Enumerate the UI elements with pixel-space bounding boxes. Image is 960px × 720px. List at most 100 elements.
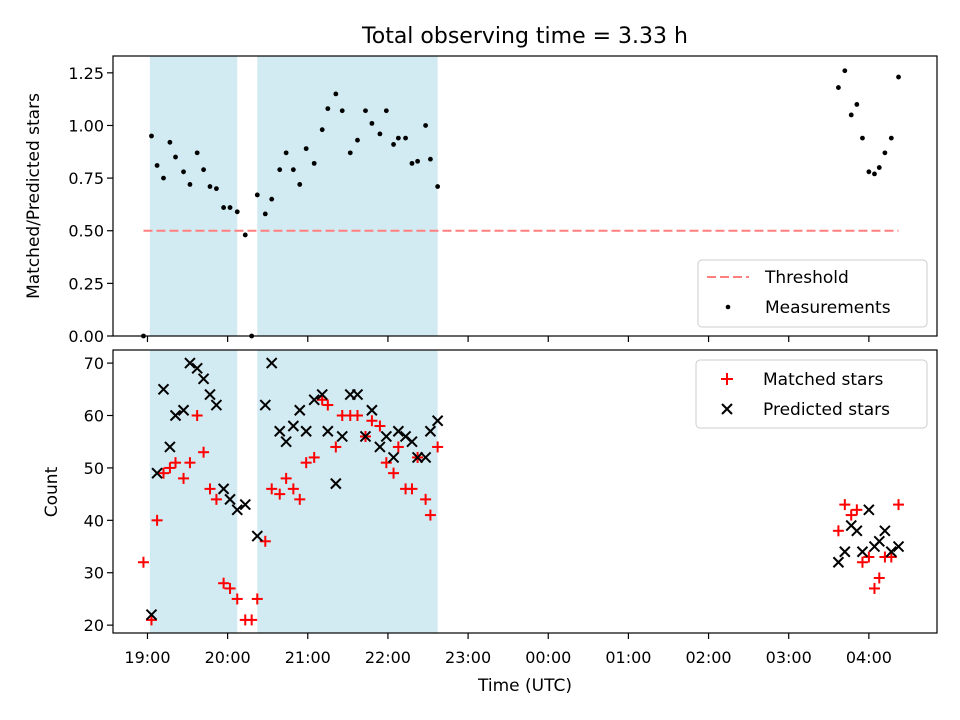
legend-matched-label: Matched stars (763, 370, 883, 390)
matched-star-point (374, 420, 386, 432)
predicted-star-point (856, 546, 869, 558)
predicted-star-point (419, 451, 432, 464)
measurement-point (207, 184, 213, 189)
predicted-star-point (359, 430, 372, 443)
top-axes-frame (112, 55, 938, 337)
measurement-point (896, 74, 901, 80)
measurement-point (403, 135, 408, 141)
measurement-point (860, 135, 865, 141)
measurement-point (848, 112, 854, 118)
measurement-point (161, 175, 166, 181)
x-tick-label: 20:00 (205, 648, 251, 667)
measurement-point (319, 127, 325, 133)
predicted-star-point (217, 483, 230, 495)
predicted-star-point (177, 404, 190, 416)
matched-star-point (366, 415, 378, 427)
predicted-star-point (380, 430, 393, 443)
measurement-point (395, 135, 401, 141)
matched-star-point (280, 472, 292, 484)
y-tick-label: 30 (84, 564, 104, 583)
matched-star-point (863, 551, 875, 563)
predicted-star-point (266, 357, 278, 369)
predicted-star-point (892, 540, 905, 553)
measurement-point (333, 91, 339, 97)
predicted-star-point (316, 388, 328, 401)
measurement-point (355, 137, 360, 143)
matched-star-point (868, 582, 880, 594)
matched-star-point (839, 499, 851, 511)
predicted-star-point (336, 430, 348, 443)
predicted-star-point (204, 388, 216, 401)
matched-star-point (406, 483, 418, 495)
predicted-star-point (151, 467, 163, 479)
matched-star-point (424, 509, 436, 521)
measurement-point (428, 156, 433, 162)
matched-star-point (251, 593, 263, 605)
measurement-point (363, 108, 368, 114)
predicted-star-point (392, 425, 405, 437)
measurement-point (262, 211, 268, 217)
predicted-star-point (308, 394, 320, 406)
measurement-point (290, 167, 296, 173)
legend-threshold-label: Threshold (764, 268, 849, 288)
matched-star-point (184, 457, 196, 469)
y-tick-label: 0.50 (68, 222, 104, 241)
matched-star-point (873, 572, 885, 584)
matched-star-point (351, 410, 363, 422)
measurement-point (277, 167, 283, 173)
matched-star-point (224, 582, 236, 594)
legend-measurements-label: Measurements (765, 298, 891, 318)
y-tick-label: 0.75 (68, 169, 104, 188)
top-x-ticks (146, 336, 870, 342)
top-y-axis: 0.00 0.25 0.50 0.75 1.00 1.25 (68, 64, 113, 346)
matched-star-point (330, 441, 342, 453)
predicted-star-point (431, 415, 444, 427)
matched-star-point (388, 467, 400, 479)
measurement-point (415, 158, 420, 164)
measurement-point (888, 135, 894, 141)
predicted-star-point (145, 608, 158, 621)
measurement-point (187, 182, 193, 187)
x-tick-label: 01:00 (605, 648, 651, 667)
predicted-star-point (164, 441, 176, 453)
legend-predicted-label: Predicted stars (763, 400, 890, 420)
predicted-star-point (280, 436, 292, 448)
y-tick-label: 20 (84, 616, 104, 635)
matched-star-point (164, 462, 176, 474)
predicted-star-point (387, 451, 400, 464)
bottom-y-axis: 20 30 40 50 60 70 (84, 354, 113, 635)
y-tick-label: 60 (84, 407, 104, 426)
measurement-point (383, 108, 389, 114)
matched-star-point (246, 614, 258, 626)
predicted-star-point (239, 498, 251, 511)
matched-star-point (392, 441, 404, 453)
matched-star-point (300, 457, 312, 469)
matched-star-point (322, 399, 334, 411)
matched-star-point (856, 556, 868, 568)
matched-star-point (210, 493, 222, 505)
measurement-point (325, 106, 331, 112)
matched-star-point (832, 525, 844, 537)
predicted-star-point (274, 425, 286, 437)
predicted-star-point (424, 425, 437, 437)
measurement-point (876, 165, 882, 170)
y-tick-label: 1.00 (68, 116, 104, 135)
shaded-interval (149, 350, 238, 633)
matched-star-point (893, 499, 905, 511)
predicted-star-point (294, 404, 306, 416)
legend-matched-swatch (721, 373, 733, 385)
predicted-star-point (287, 420, 300, 432)
predicted-star-point (259, 399, 272, 411)
matched-star-point (191, 410, 203, 422)
bottom-axes-frame (112, 349, 938, 634)
matched-star-point (204, 483, 216, 495)
matched-star-point (266, 483, 278, 495)
measurement-point (391, 142, 396, 147)
measurement-point (423, 123, 429, 128)
measurement-point (221, 205, 227, 210)
measurement-point (149, 133, 154, 139)
top-legend: Threshold Measurements (697, 259, 928, 328)
measurement-point (269, 196, 275, 202)
predicted-star-point (839, 546, 851, 558)
predicted-star-point (406, 436, 418, 448)
